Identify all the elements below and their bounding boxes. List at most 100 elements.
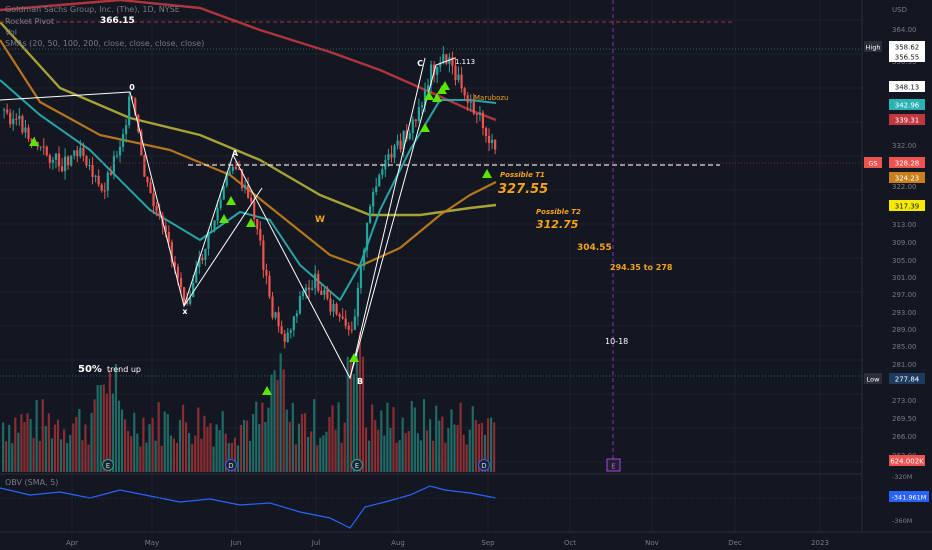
candle-body <box>475 113 478 115</box>
price-tag-label: 317.39 <box>895 203 920 211</box>
x-tick-label: Dec <box>728 539 742 547</box>
volume-bar <box>319 437 322 472</box>
volume-bar <box>78 409 81 472</box>
volume-bar <box>343 422 346 472</box>
volume-bar <box>358 331 362 472</box>
candle-body <box>24 127 27 133</box>
candle-body <box>344 318 347 326</box>
volume-bar <box>444 442 447 472</box>
candle-body <box>341 316 344 319</box>
up-arrow-icon <box>262 386 272 395</box>
volume-bar <box>285 409 288 472</box>
candle-body <box>335 303 338 315</box>
volume-bar <box>450 409 453 472</box>
volume-bar <box>255 401 258 472</box>
volume-bar <box>307 436 310 472</box>
future-event-icon[interactable] <box>606 458 621 472</box>
candle-body <box>228 171 231 175</box>
candle-body <box>115 155 119 157</box>
volume-bar <box>38 440 41 472</box>
volume-bar <box>480 422 484 472</box>
volume-bar <box>279 353 282 472</box>
volume-bar <box>154 440 157 472</box>
volume-bar <box>157 402 160 472</box>
price-tag-label: 324.23 <box>895 175 920 183</box>
volume-bar <box>429 419 432 472</box>
candle-body <box>259 228 262 241</box>
candle-body <box>70 155 73 166</box>
candle-body <box>274 312 277 318</box>
volume-bar <box>419 440 423 472</box>
volume-bar <box>432 440 435 472</box>
volume-bar <box>425 430 429 472</box>
candle-body <box>167 231 170 243</box>
volume-bar <box>166 413 169 472</box>
candle-body <box>143 155 146 177</box>
volume-bar <box>44 426 47 472</box>
candle-body <box>57 153 61 167</box>
volume-bar <box>374 420 377 472</box>
fifty-pct-label: 50% <box>78 364 102 375</box>
legend-smas: SMAs (20, 50, 100, 200, close, close, cl… <box>5 39 204 48</box>
candle-body <box>146 176 149 183</box>
price-tag <box>889 51 925 62</box>
dividend-icon[interactable] <box>478 459 490 471</box>
volume-bar <box>172 438 175 472</box>
legend-rocket-pivot: Rocket Pivot <box>5 17 54 26</box>
candle-body <box>320 290 323 295</box>
price-tag-label: 356.55 <box>895 54 920 62</box>
volume-bar <box>267 407 270 472</box>
volume-bars <box>2 331 496 472</box>
candle-body <box>362 250 366 267</box>
candle-body <box>131 96 134 99</box>
x-tick-label: May <box>145 539 159 547</box>
volume-bar <box>105 393 108 472</box>
candle-body <box>247 184 250 198</box>
candle-body <box>301 291 305 297</box>
x-tick-label: Jun <box>230 539 242 547</box>
target1-label: Possible T1 <box>500 171 545 179</box>
volume-bar <box>84 424 87 472</box>
candle-body <box>173 262 176 267</box>
volume-bar <box>404 433 407 472</box>
volume-bar <box>96 385 99 472</box>
volume-bar <box>377 429 380 472</box>
earnings-icon[interactable] <box>102 459 114 471</box>
volume-bar <box>8 424 11 472</box>
x-tick-label: Aug <box>391 539 405 547</box>
volume-bar <box>230 442 233 472</box>
candle-body <box>448 57 451 64</box>
candle-body <box>237 168 241 170</box>
candle-body <box>125 125 128 135</box>
obv-value-tag <box>889 491 929 502</box>
volume-bar <box>371 404 374 472</box>
volume-bar <box>325 431 328 472</box>
candle-body <box>338 314 341 317</box>
sma20-line <box>0 79 497 301</box>
candle-body <box>158 211 161 216</box>
annotations: 366.15 0 Ax B C 1.113 W Marubozu Possible T1 327.… <box>78 16 673 386</box>
earnings-icon[interactable] <box>351 459 363 471</box>
volume-bar <box>215 424 218 472</box>
price-tag-label: 358.62 <box>895 44 920 52</box>
trend-up-label: trend up <box>107 365 141 374</box>
volume-bar <box>90 412 93 472</box>
candle-body <box>3 109 6 111</box>
candle-body <box>118 146 122 156</box>
candle-body <box>311 288 314 290</box>
candle-body <box>298 296 302 314</box>
volume-bar <box>401 417 404 472</box>
dividend-icon[interactable] <box>225 459 237 471</box>
price-tag <box>889 200 925 211</box>
price-tag <box>889 99 925 110</box>
candle-body <box>457 74 460 81</box>
volume-bar <box>383 435 386 472</box>
y-tick-label: 289.00 <box>892 326 917 334</box>
candle-body <box>436 66 439 75</box>
candle-body <box>347 325 350 330</box>
volume-bar <box>456 424 459 472</box>
volume-bar <box>120 409 124 472</box>
candle-body <box>396 140 399 146</box>
volume-bar <box>75 416 78 472</box>
